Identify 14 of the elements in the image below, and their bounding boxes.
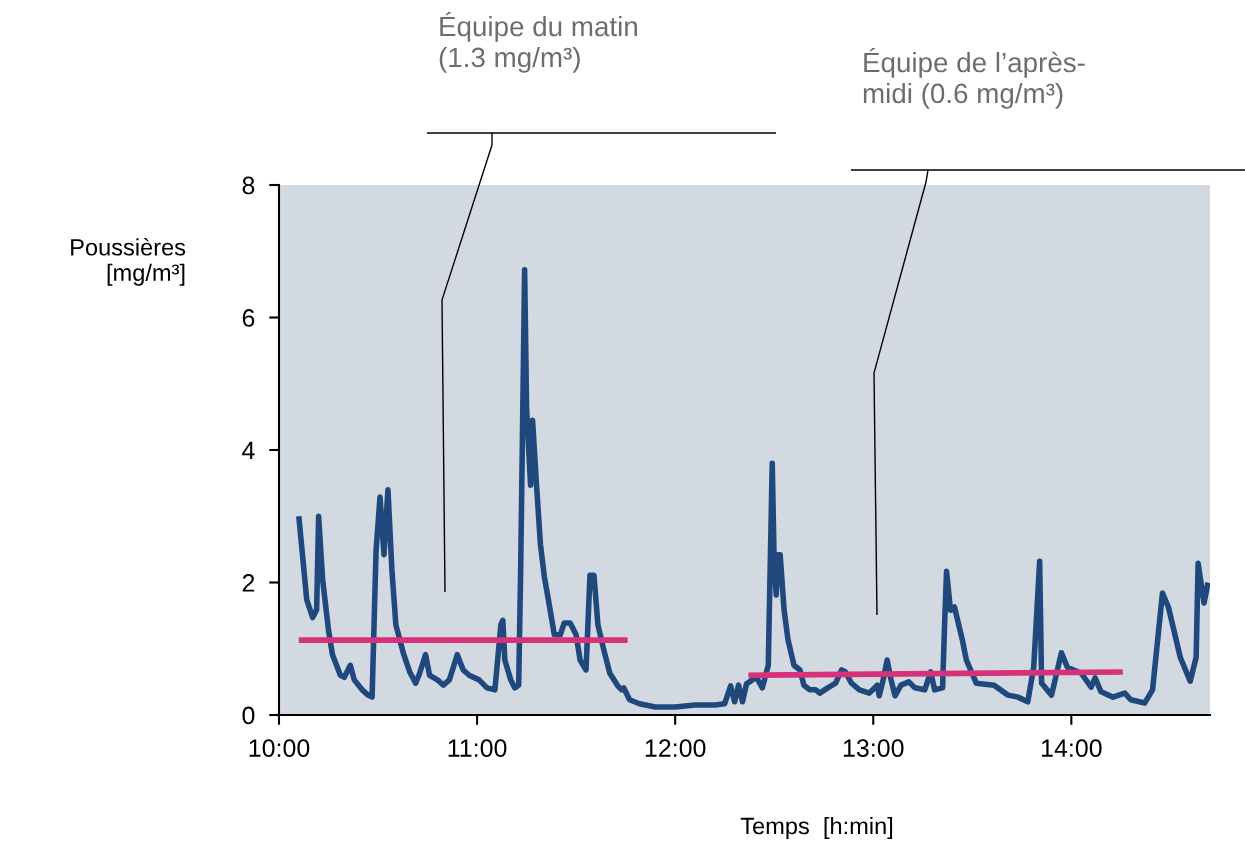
y-tick-label: 8 (242, 176, 255, 195)
y-axis-title: Poussières [mg/m³] (71, 238, 186, 286)
x-tick-label: 10:00 (249, 739, 310, 757)
x-axis-title: Temps [h:min] (740, 816, 893, 840)
x-tick-label: 12:00 (645, 739, 706, 757)
x-tick-label: 11:00 (448, 739, 507, 757)
text: Équipe de l’après- midi (0.6 mg/m³) (863, 48, 1085, 109)
x-tick-label: 14:00 (1041, 739, 1102, 757)
y-tick-label: 2 (242, 574, 255, 592)
y-tick-label: 4 (242, 441, 255, 460)
y-tick-label: 0 (242, 706, 255, 725)
text: Équipe du matin (1.3 mg/m³) (439, 12, 637, 73)
x-tick-label: 13:00 (843, 739, 904, 757)
y-tick-label: 6 (242, 309, 255, 327)
